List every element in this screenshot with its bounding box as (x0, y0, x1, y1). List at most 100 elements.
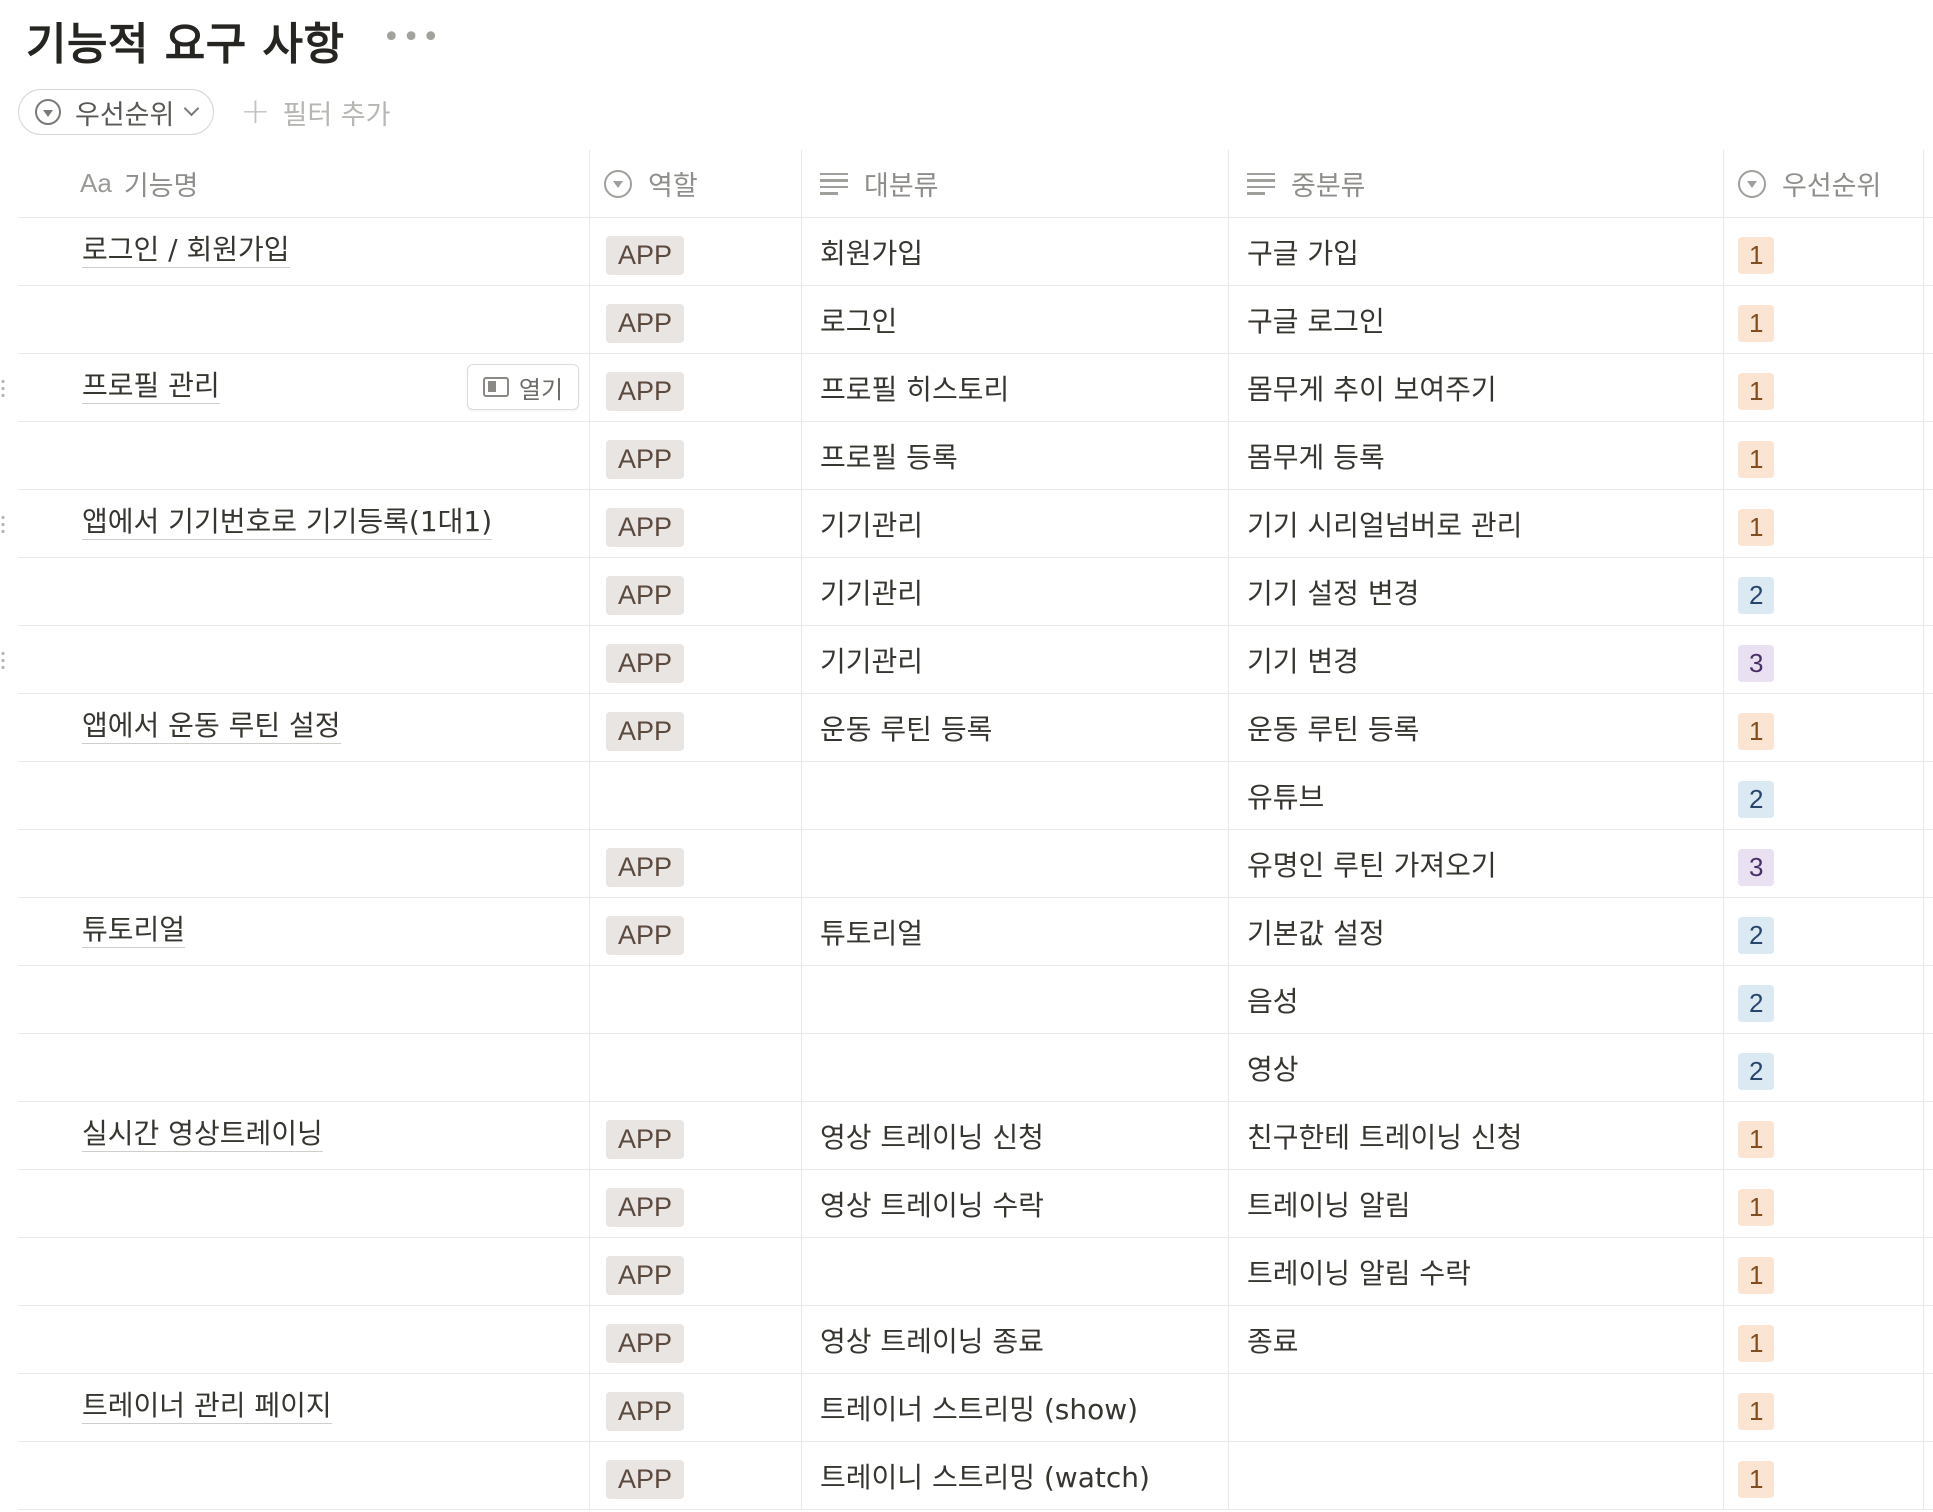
table-row[interactable]: 유튜브 2 (18, 762, 1933, 830)
table-row[interactable]: APP 프로필 등록 몸무게 등록 1 (18, 422, 1933, 490)
cell-major[interactable]: 회원가입 (801, 218, 1228, 285)
cell-minor[interactable]: 친구한테 트레이닝 신청 (1228, 1102, 1723, 1169)
table-row[interactable]: APP 트레이니 스트리밍 (watch) 1 (18, 1442, 1933, 1510)
cell-minor[interactable]: 몸무게 추이 보여주기 (1228, 354, 1723, 421)
cell-role[interactable] (589, 762, 801, 829)
cell-priority[interactable]: 3 (1723, 626, 1923, 693)
row-title-link[interactable]: 프로필 관리 (82, 369, 220, 404)
cell-major[interactable]: 기기관리 (801, 490, 1228, 557)
cell-priority[interactable]: 3 (1723, 830, 1923, 897)
cell-name[interactable]: 로그인 / 회원가입 (18, 218, 589, 285)
cell-priority[interactable]: 2 (1723, 762, 1923, 829)
cell-name[interactable] (18, 286, 589, 353)
drag-handle-icon[interactable] (0, 514, 6, 536)
column-header-priority[interactable]: 우선순위 (1723, 150, 1923, 217)
cell-name[interactable]: 프로필 관리 열기 (18, 354, 589, 421)
cell-priority[interactable]: 1 (1723, 1102, 1923, 1169)
cell-major[interactable]: 트레이너 스트리밍 (show) (801, 1374, 1228, 1441)
cell-priority[interactable]: 2 (1723, 1034, 1923, 1101)
cell-name[interactable] (18, 966, 589, 1033)
cell-minor[interactable]: 트레이닝 알림 수락 (1228, 1238, 1723, 1305)
cell-priority[interactable]: 2 (1723, 558, 1923, 625)
cell-role[interactable]: APP (589, 830, 801, 897)
cell-role[interactable] (589, 966, 801, 1033)
column-header-role[interactable]: 역할 (589, 150, 801, 217)
table-row[interactable]: 앱에서 기기번호로 기기등록(1대1) APP 기기관리 기기 시리얼넘버로 관리 1 (0, 490, 1933, 558)
cell-major[interactable]: 운동 루틴 등록 (801, 694, 1228, 761)
cell-major[interactable]: 프로필 히스토리 (801, 354, 1228, 421)
cell-minor[interactable]: 운동 루틴 등록 (1228, 694, 1723, 761)
table-row[interactable]: APP 유명인 루틴 가져오기 3 (18, 830, 1933, 898)
cell-major[interactable] (801, 830, 1228, 897)
row-title-link[interactable]: 로그인 / 회원가입 (82, 233, 290, 268)
cell-role[interactable]: APP (589, 558, 801, 625)
cell-role[interactable]: APP (589, 1374, 801, 1441)
cell-major[interactable]: 영상 트레이닝 수락 (801, 1170, 1228, 1237)
cell-name[interactable]: 앱에서 기기번호로 기기등록(1대1) (18, 490, 589, 557)
cell-name[interactable] (18, 1170, 589, 1237)
cell-name[interactable] (18, 558, 589, 625)
priority-filter-chip[interactable]: 우선순위 (18, 89, 215, 135)
cell-name[interactable] (18, 1306, 589, 1373)
cell-name[interactable] (18, 762, 589, 829)
cell-major[interactable] (801, 1034, 1228, 1101)
table-row[interactable]: APP 영상 트레이닝 종료 종료 1 (18, 1306, 1933, 1374)
cell-minor[interactable]: 구글 가입 (1228, 218, 1723, 285)
cell-priority[interactable]: 1 (1723, 1306, 1923, 1373)
cell-minor[interactable]: 기기 변경 (1228, 626, 1723, 693)
cell-name[interactable] (18, 1238, 589, 1305)
cell-name[interactable]: 실시간 영상트레이닝 (18, 1102, 589, 1169)
cell-priority[interactable]: 1 (1723, 422, 1923, 489)
cell-minor[interactable]: 음성 (1228, 966, 1723, 1033)
cell-minor[interactable]: 유명인 루틴 가져오기 (1228, 830, 1723, 897)
cell-role[interactable]: APP (589, 218, 801, 285)
cell-minor[interactable]: 기기 시리얼넘버로 관리 (1228, 490, 1723, 557)
cell-name[interactable]: 튜토리얼 (18, 898, 589, 965)
cell-name[interactable] (18, 626, 589, 693)
drag-handle-icon[interactable] (0, 378, 6, 400)
row-title-link[interactable]: 튜토리얼 (82, 913, 186, 948)
table-row[interactable]: 영상 2 (18, 1034, 1933, 1102)
cell-role[interactable]: APP (589, 490, 801, 557)
cell-minor[interactable]: 기본값 설정 (1228, 898, 1723, 965)
cell-role[interactable]: APP (589, 1306, 801, 1373)
cell-role[interactable]: APP (589, 626, 801, 693)
cell-role[interactable]: APP (589, 1238, 801, 1305)
cell-minor[interactable]: 트레이닝 알림 (1228, 1170, 1723, 1237)
cell-role[interactable]: APP (589, 1170, 801, 1237)
cell-major[interactable]: 프로필 등록 (801, 422, 1228, 489)
cell-priority[interactable]: 1 (1723, 490, 1923, 557)
row-title-link[interactable]: 앱에서 기기번호로 기기등록(1대1) (82, 505, 493, 540)
page-title[interactable]: 기능적 요구 사항 (26, 19, 345, 70)
row-title-link[interactable]: 앱에서 운동 루틴 설정 (82, 709, 341, 744)
cell-minor[interactable]: 구글 로그인 (1228, 286, 1723, 353)
cell-minor[interactable]: 유튜브 (1228, 762, 1723, 829)
more-horizontal-icon[interactable]: ••• (382, 20, 442, 55)
cell-name[interactable] (18, 1034, 589, 1101)
cell-role[interactable]: APP (589, 354, 801, 421)
cell-role[interactable]: APP (589, 694, 801, 761)
cell-minor[interactable]: 기기 설정 변경 (1228, 558, 1723, 625)
cell-priority[interactable]: 1 (1723, 1442, 1923, 1509)
cell-priority[interactable]: 1 (1723, 354, 1923, 421)
table-row[interactable]: 앱에서 운동 루틴 설정 APP 운동 루틴 등록 운동 루틴 등록 1 (18, 694, 1933, 762)
open-page-button[interactable]: 열기 (467, 364, 579, 410)
cell-major[interactable]: 로그인 (801, 286, 1228, 353)
table-row[interactable]: 실시간 영상트레이닝 APP 영상 트레이닝 신청 친구한테 트레이닝 신청 1 (18, 1102, 1933, 1170)
cell-major[interactable] (801, 1238, 1228, 1305)
cell-major[interactable] (801, 762, 1228, 829)
cell-major[interactable]: 영상 트레이닝 종료 (801, 1306, 1228, 1373)
cell-name[interactable]: 트레이너 관리 페이지 (18, 1374, 589, 1441)
cell-minor[interactable]: 몸무게 등록 (1228, 422, 1723, 489)
cell-role[interactable]: APP (589, 1442, 801, 1509)
table-row[interactable]: 프로필 관리 열기 APP 프로필 히스토리 몸무게 추이 보여주기 1 (0, 354, 1933, 422)
cell-major[interactable] (801, 966, 1228, 1033)
row-title-link[interactable]: 트레이너 관리 페이지 (82, 1389, 332, 1424)
column-header-major[interactable]: 대분류 (801, 150, 1228, 217)
cell-priority[interactable]: 1 (1723, 218, 1923, 285)
cell-priority[interactable]: 1 (1723, 1170, 1923, 1237)
cell-priority[interactable]: 1 (1723, 286, 1923, 353)
cell-name[interactable]: 앱에서 운동 루틴 설정 (18, 694, 589, 761)
cell-priority[interactable]: 1 (1723, 1238, 1923, 1305)
cell-major[interactable]: 영상 트레이닝 신청 (801, 1102, 1228, 1169)
